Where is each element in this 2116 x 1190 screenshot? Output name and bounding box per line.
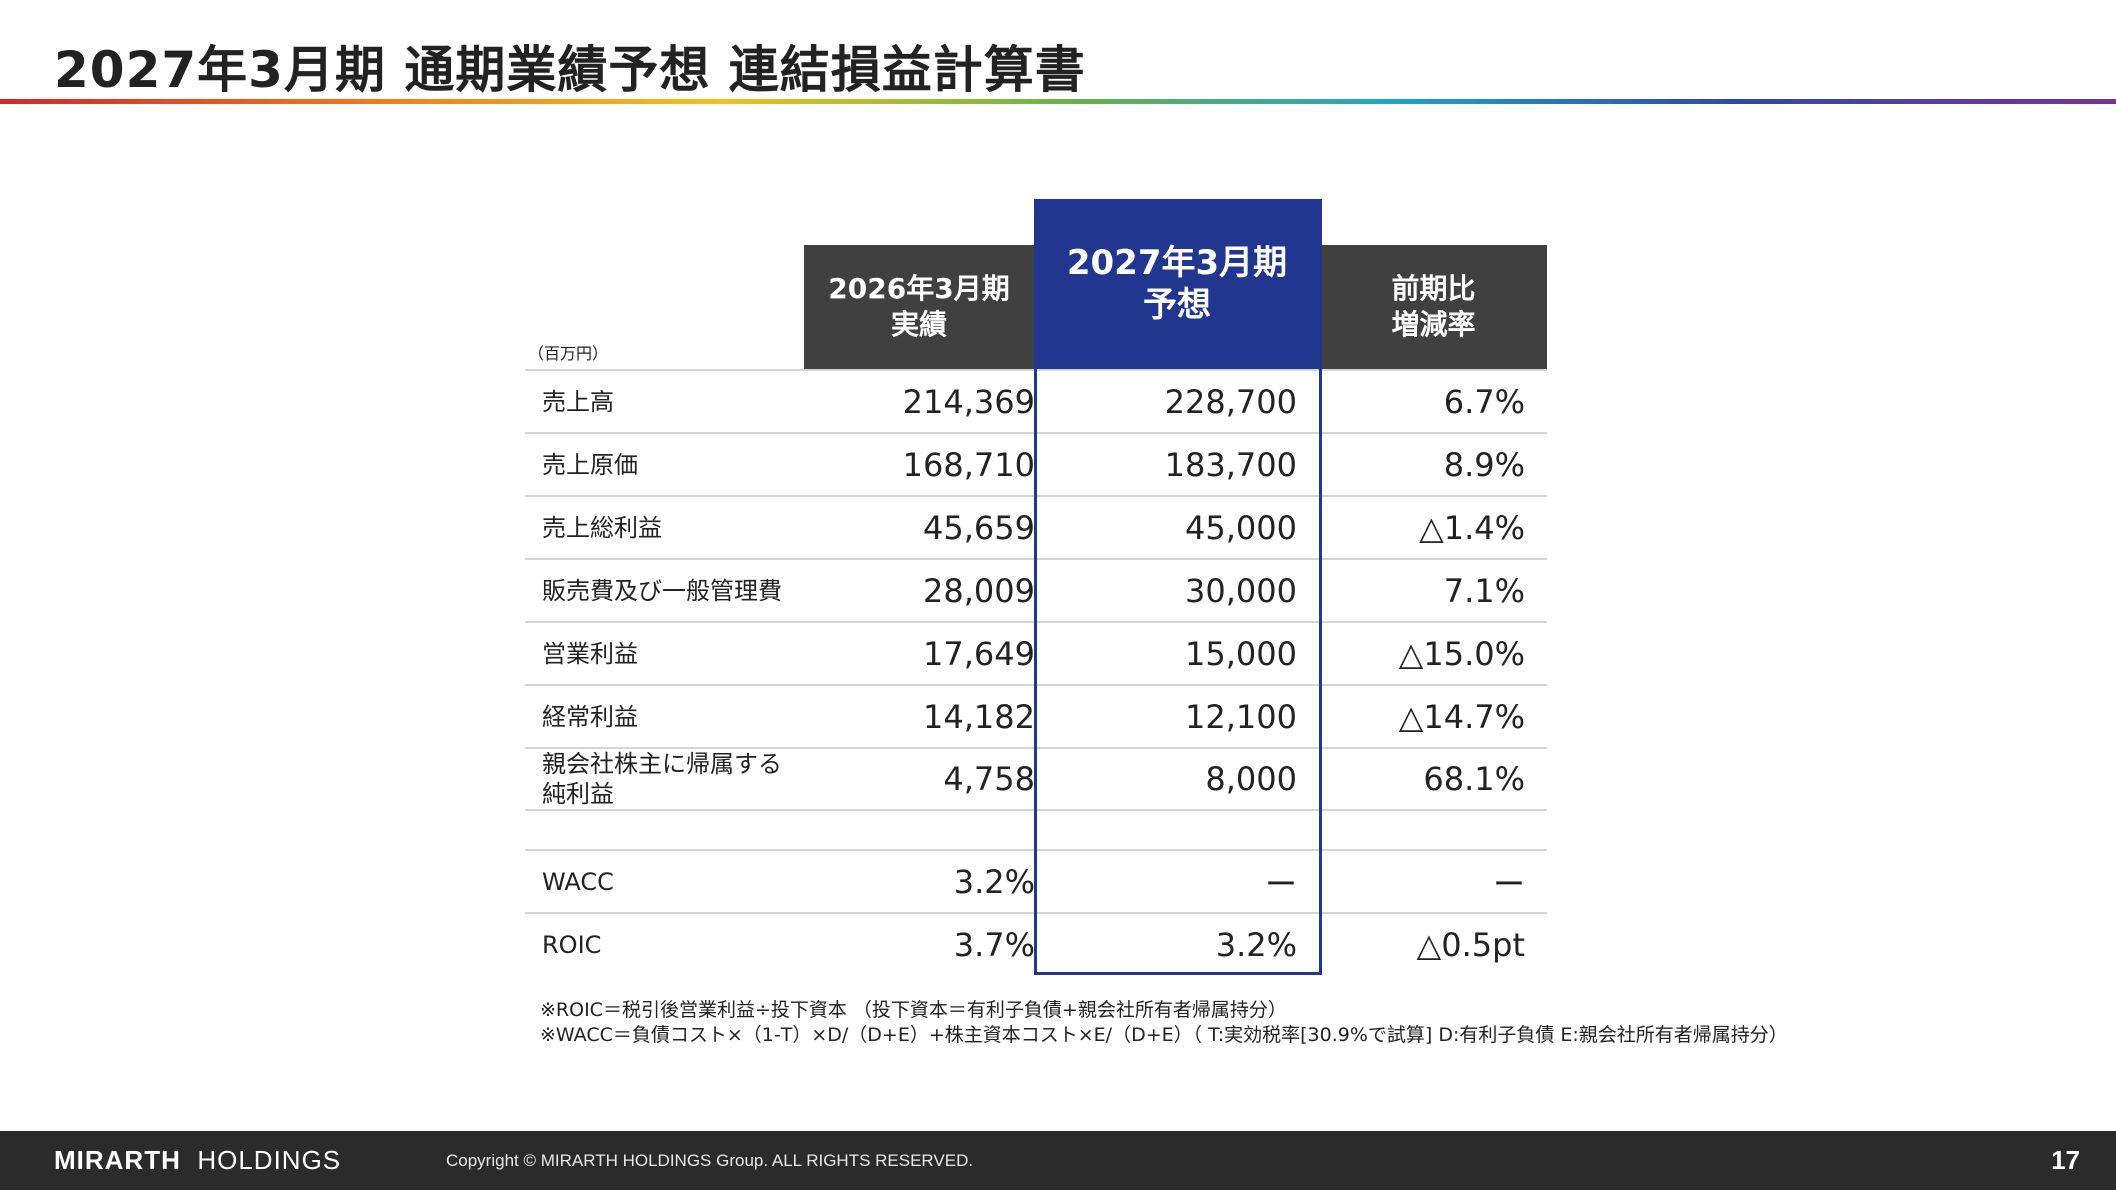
table-row-ordinary-profit: 経常利益 14,182 12,100 △14.7% [525, 686, 1547, 749]
footer-bar: MIRARTH HOLDINGS Copyright © MIRARTH HOL… [0, 1131, 2116, 1190]
header-change-line1: 前期比 [1391, 272, 1476, 305]
actual-value: 14,182 [923, 697, 1035, 736]
forecast-value: 8,000 [1205, 760, 1297, 798]
header-2027-forecast: 2027年3月期 予想 [1034, 199, 1320, 369]
actual-value: 168,710 [902, 445, 1035, 484]
row-label: WACC [542, 867, 614, 896]
forecast-value: 15,000 [1185, 634, 1297, 673]
row-label: ROIC [542, 930, 602, 959]
change-value: 6.7% [1443, 382, 1525, 421]
company-logo: MIRARTH HOLDINGS [54, 1145, 341, 1176]
header-2026-line2: 実績 [890, 308, 947, 341]
change-value: 68.1% [1423, 760, 1525, 798]
actual-value: 3.2% [953, 862, 1035, 901]
header-change-line2: 増減率 [1391, 308, 1476, 341]
forecast-value: 12,100 [1185, 697, 1297, 736]
forecast-value: ー [1264, 864, 1297, 903]
change-value: △0.5pt [1416, 925, 1525, 964]
row-label: 販売費及び一般管理費 [542, 576, 782, 605]
income-statement-table: 売上高 214,369 228,700 6.7% 売上原価 168,710 18… [525, 369, 1547, 975]
row-label-line1: 親会社株主に帰属する [542, 750, 782, 778]
change-value: 7.1% [1443, 571, 1525, 610]
table-row-cost-of-sales: 売上原価 168,710 183,700 8.9% [525, 434, 1547, 497]
row-label: 営業利益 [542, 639, 638, 668]
actual-value: 214,369 [902, 382, 1035, 421]
title-rainbow-rule [0, 99, 2116, 104]
copyright-text: Copyright © MIRARTH HOLDINGS Group. ALL … [446, 1151, 974, 1170]
actual-value: 3.7% [953, 925, 1035, 964]
forecast-value: 45,000 [1185, 508, 1297, 547]
change-value: ー [1492, 864, 1525, 903]
row-label: 売上高 [542, 387, 614, 416]
table-row-net-profit: 親会社株主に帰属する 純利益 4,758 8,000 68.1% [525, 749, 1547, 811]
row-label: 親会社株主に帰属する 純利益 [542, 749, 792, 809]
unit-label: （百万円） [528, 344, 609, 363]
table-row-roic: ROIC 3.7% 3.2% △0.5pt [525, 914, 1547, 975]
actual-value: 45,659 [923, 508, 1035, 547]
actual-value: 17,649 [923, 634, 1035, 673]
forecast-value: 30,000 [1185, 571, 1297, 610]
header-2027-line2: 予想 [1143, 285, 1211, 325]
table-row-sga: 販売費及び一般管理費 28,009 30,000 7.1% [525, 560, 1547, 623]
table-spacer-row [525, 811, 1547, 851]
table-row-sales: 売上高 214,369 228,700 6.7% [525, 369, 1547, 434]
footnotes: ※ROIC＝税引後営業利益÷投下資本 （投下資本＝有利子負債+親会社所有者帰属持… [540, 998, 1788, 1048]
table-row-gross-profit: 売上総利益 45,659 45,000 △1.4% [525, 497, 1547, 560]
row-label-line2: 純利益 [542, 780, 614, 808]
brand-bold: MIRARTH [54, 1145, 181, 1175]
actual-value: 28,009 [923, 571, 1035, 610]
forecast-value: 3.2% [1215, 925, 1297, 964]
table-row-wacc: WACC 3.2% ー ー [525, 851, 1547, 914]
footnote-roic: ※ROIC＝税引後営業利益÷投下資本 （投下資本＝有利子負債+親会社所有者帰属持… [540, 999, 1287, 1021]
change-value: △15.0% [1398, 634, 1525, 673]
forecast-value: 183,700 [1164, 445, 1297, 484]
forecast-value: 228,700 [1164, 382, 1297, 421]
change-value: 8.9% [1443, 445, 1525, 484]
table-row-operating-profit: 営業利益 17,649 15,000 △15.0% [525, 623, 1547, 686]
brand-rest: HOLDINGS [197, 1145, 342, 1175]
change-value: △1.4% [1419, 508, 1525, 547]
row-label: 売上総利益 [542, 513, 662, 542]
header-change-rate: 前期比 増減率 [1320, 245, 1547, 369]
actual-value: 4,758 [943, 760, 1035, 798]
header-2026-actual: 2026年3月期 実績 [804, 245, 1034, 369]
page-title: 2027年3月期 通期業績予想 連結損益計算書 [54, 41, 1086, 99]
change-value: △14.7% [1398, 697, 1525, 736]
row-label: 売上原価 [542, 450, 638, 479]
header-2026-line1: 2026年3月期 [828, 272, 1010, 305]
header-2027-line1: 2027年3月期 [1066, 243, 1288, 283]
footnote-wacc: ※WACC＝負債コスト×（1-T）×D/（D+E）+株主資本コスト×E/（D+E… [540, 1024, 1788, 1046]
row-label: 経常利益 [542, 702, 638, 731]
page-number: 17 [2051, 1145, 2080, 1175]
